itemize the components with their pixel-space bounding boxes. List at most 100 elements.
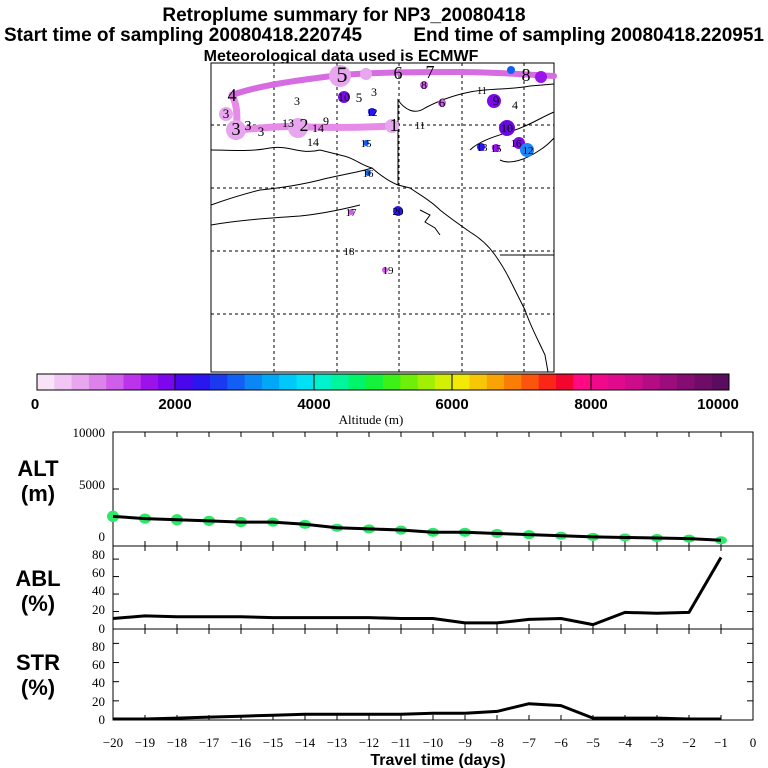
day-label: 9 [323, 114, 329, 128]
x-tick-label: −19 [135, 735, 155, 750]
colorbar-swatch [711, 374, 730, 390]
altitude-colorbar [36, 373, 730, 391]
day-label: 12 [523, 145, 534, 157]
abl-ytick-label: 40 [92, 583, 105, 598]
str-ytick-label: 80 [92, 639, 105, 654]
plume-dot [363, 140, 369, 146]
map-day-labels: 1 2 3 3 3 3 4 5 6 7 8 9 10 11 12 13 14 1… [223, 62, 534, 277]
plume-dot [288, 118, 308, 138]
x-tick-label: −7 [522, 735, 536, 750]
plume-dot [477, 143, 485, 151]
colorbar-title: Altitude (m) [339, 412, 404, 427]
x-tick-label: −15 [263, 735, 283, 750]
day-label: 2 [300, 115, 309, 135]
plume-dot [385, 119, 399, 133]
plume-dot [368, 108, 376, 116]
colorbar-swatch [158, 374, 176, 390]
str-ytick-label: 60 [92, 657, 105, 672]
end-time-label: End time of sampling 20080418.220951 [413, 25, 764, 46]
x-tick-labels: −20 −19 −18 −17 −16 −15 −14 −13 −12 −11 −10 −9 −8 −7−… [103, 735, 756, 750]
day-label: 10 [501, 121, 513, 135]
day-label: 15 [361, 138, 373, 150]
str-ytick-label: 0 [99, 712, 106, 727]
map-panel: 1 2 3 3 3 3 4 5 6 7 8 9 10 11 12 13 14 1… [210, 62, 557, 373]
plume-dot [393, 206, 403, 216]
abl-ytick-label: 80 [92, 547, 105, 562]
x-tick-label: −3 [650, 735, 664, 750]
x-tick-label: −16 [231, 735, 252, 750]
series-line-abl [112, 556, 723, 627]
alt-spread-mark [107, 510, 119, 523]
day-label: 14 [312, 121, 324, 135]
series-line-alt [112, 514, 722, 542]
plume-dot [420, 81, 428, 89]
alt-unit: (m) [21, 481, 55, 506]
alt-ytick-label: 5000 [79, 477, 105, 492]
day-label: 9 [493, 93, 500, 108]
alt-ytick-label: 10000 [73, 425, 106, 440]
colorbar-swatch [538, 374, 557, 390]
x-tick-label: −4 [618, 735, 632, 750]
colorbar-swatch [261, 374, 280, 390]
panels-frame [112, 431, 754, 721]
day-label: 3 [371, 85, 377, 99]
day-label: 16 [363, 168, 375, 180]
plume-dots [219, 65, 547, 273]
colorbar-swatch [331, 374, 349, 390]
day-label: 5 [356, 90, 363, 105]
day-label: 8 [421, 78, 427, 92]
colorbar-swatch [573, 374, 591, 390]
colorbar-swatch [469, 374, 488, 390]
colorbar-swatch [313, 374, 332, 390]
plume-dot [365, 170, 371, 176]
colorbar-swatch [88, 374, 107, 390]
day-label: 20 [393, 206, 405, 218]
alt-plume-spread [107, 510, 727, 545]
met-data-label: Meteorological data used is ECMWF [204, 48, 479, 65]
plume-dot [226, 120, 246, 140]
colorbar-swatch [227, 374, 245, 390]
day-label: 19 [383, 265, 395, 277]
track-upper [229, 68, 557, 98]
coastline [210, 83, 555, 373]
colorbar-swatch [244, 374, 263, 390]
x-tick-label: −9 [458, 735, 472, 750]
plume-dot [507, 66, 515, 74]
day-label: 3 [245, 119, 252, 134]
colorbar-swatch [659, 374, 678, 390]
colorbar-swatch [417, 374, 436, 390]
day-label: 4 [512, 98, 518, 112]
abl-title: ABL [15, 566, 60, 591]
x-tick-label: −17 [199, 735, 220, 750]
x-axis-label: Travel time (days) [370, 752, 505, 768]
start-time-label: Start time of sampling 20080418.220745 [4, 25, 362, 46]
time-series-panels [112, 431, 754, 721]
plume-dot [499, 120, 515, 136]
day-label: 3 [232, 119, 241, 139]
colorbar-swatch [175, 374, 194, 390]
series-line-str [113, 702, 721, 721]
colorbar-swatch [37, 374, 55, 390]
map-frame [210, 62, 555, 373]
x-tick-label: −2 [682, 735, 696, 750]
colorbar-label: 2000 [158, 396, 191, 413]
colorbar-labels: 0 2000 4000 6000 8000 10000 [31, 396, 739, 413]
colorbar-swatch [400, 374, 418, 390]
plume-dot [382, 267, 388, 273]
day-label: 13 [282, 116, 294, 130]
day-label: 16 [511, 138, 523, 150]
str-ytick-label: 40 [92, 675, 105, 690]
colorbar-label: 10000 [697, 396, 739, 413]
day-label: 3 [258, 124, 265, 139]
plume-dot [360, 68, 372, 80]
x-tick-label: −8 [490, 735, 504, 750]
alt-title: ALT [17, 456, 59, 481]
plume-dot [338, 91, 350, 103]
day-label: 3 [223, 106, 230, 121]
series-lines [112, 514, 723, 721]
plume-dot [520, 143, 534, 157]
day-label: 14 [307, 135, 319, 149]
figure-title: Retroplume summary for NP3_20080418 [162, 5, 525, 26]
colorbar-label: 4000 [297, 396, 330, 413]
